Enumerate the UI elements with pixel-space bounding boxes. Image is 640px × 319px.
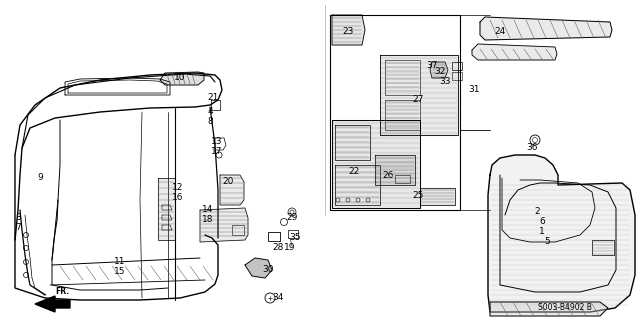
Polygon shape bbox=[375, 155, 415, 185]
Bar bbox=[395, 175, 410, 183]
Text: 1: 1 bbox=[539, 227, 545, 236]
Text: 30: 30 bbox=[262, 265, 274, 275]
Polygon shape bbox=[35, 296, 70, 312]
Bar bbox=[452, 62, 462, 70]
Text: 12: 12 bbox=[172, 183, 184, 192]
Text: 34: 34 bbox=[272, 293, 284, 302]
Text: 20: 20 bbox=[222, 177, 234, 187]
Text: 5: 5 bbox=[544, 238, 550, 247]
Text: 3: 3 bbox=[15, 213, 21, 222]
Text: 24: 24 bbox=[494, 27, 506, 36]
Polygon shape bbox=[160, 72, 204, 85]
Polygon shape bbox=[158, 178, 175, 240]
Polygon shape bbox=[488, 155, 635, 312]
Bar bbox=[268, 232, 280, 241]
Polygon shape bbox=[430, 62, 448, 78]
Text: 21: 21 bbox=[207, 93, 219, 102]
Bar bbox=[288, 230, 298, 238]
Polygon shape bbox=[220, 175, 244, 205]
Text: 36: 36 bbox=[526, 144, 538, 152]
Text: 18: 18 bbox=[202, 216, 214, 225]
Text: 17: 17 bbox=[211, 147, 223, 157]
Text: FR.: FR. bbox=[55, 287, 69, 296]
Text: 6: 6 bbox=[539, 218, 545, 226]
Polygon shape bbox=[420, 188, 455, 205]
Text: 25: 25 bbox=[412, 191, 424, 201]
Text: 33: 33 bbox=[439, 78, 451, 86]
Text: 29: 29 bbox=[286, 213, 298, 222]
Text: 27: 27 bbox=[412, 95, 424, 105]
Text: 11: 11 bbox=[115, 257, 125, 266]
Text: 26: 26 bbox=[382, 172, 394, 181]
Text: 23: 23 bbox=[342, 27, 354, 36]
Text: 7: 7 bbox=[15, 224, 21, 233]
Bar bbox=[592, 240, 614, 255]
Text: 16: 16 bbox=[172, 194, 184, 203]
Text: 28: 28 bbox=[272, 243, 284, 253]
Bar bbox=[232, 225, 244, 235]
Bar bbox=[452, 72, 462, 80]
Text: 19: 19 bbox=[284, 243, 296, 253]
Polygon shape bbox=[332, 15, 365, 45]
Polygon shape bbox=[480, 17, 612, 40]
Text: 37: 37 bbox=[426, 61, 438, 70]
Text: 4: 4 bbox=[207, 108, 213, 116]
Text: S003-B4902 B: S003-B4902 B bbox=[538, 303, 592, 313]
Text: 35: 35 bbox=[289, 234, 301, 242]
Text: 8: 8 bbox=[207, 117, 213, 127]
Polygon shape bbox=[200, 208, 248, 242]
Text: 31: 31 bbox=[468, 85, 480, 94]
Polygon shape bbox=[245, 258, 272, 278]
Text: 32: 32 bbox=[435, 68, 445, 77]
Text: 9: 9 bbox=[37, 174, 43, 182]
Text: 13: 13 bbox=[211, 137, 223, 146]
Text: 22: 22 bbox=[348, 167, 360, 176]
Polygon shape bbox=[332, 120, 420, 208]
Polygon shape bbox=[472, 44, 557, 60]
Polygon shape bbox=[490, 302, 608, 316]
Text: 14: 14 bbox=[202, 205, 214, 214]
Text: 15: 15 bbox=[115, 268, 125, 277]
Text: 2: 2 bbox=[534, 207, 540, 217]
Polygon shape bbox=[380, 55, 458, 135]
Text: 10: 10 bbox=[174, 73, 186, 83]
